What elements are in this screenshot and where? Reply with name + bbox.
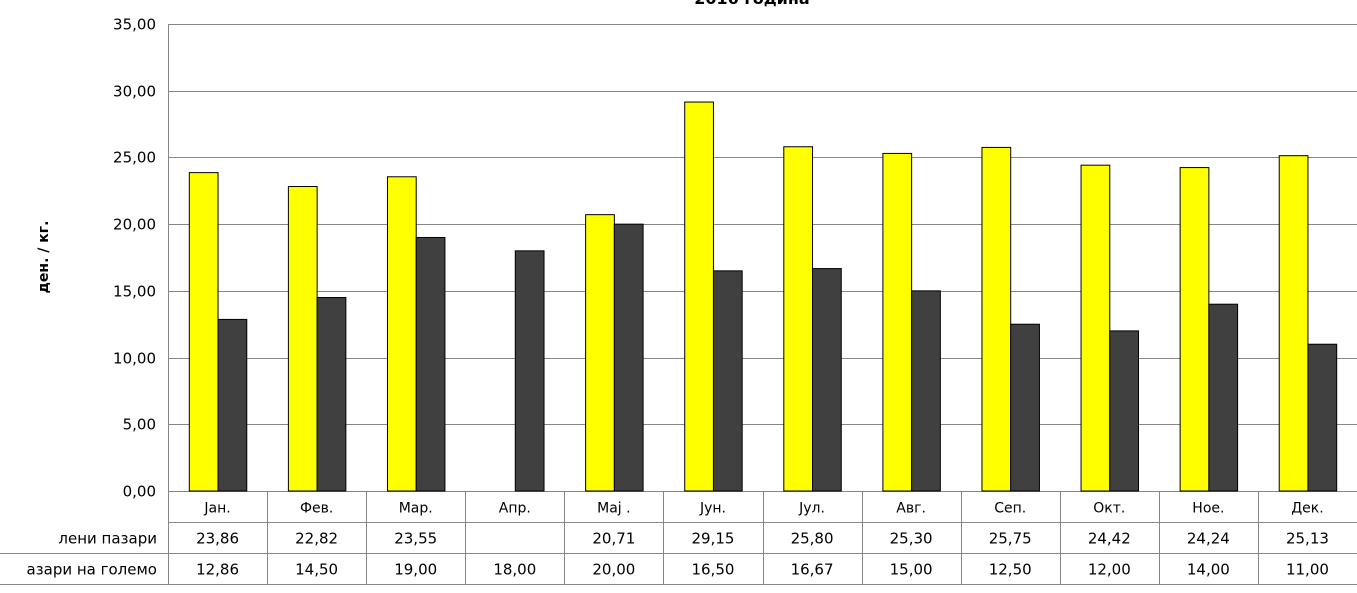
bar: [1010, 323, 1040, 492]
bar: [1208, 303, 1239, 492]
y-axis-label: ден. / кг.: [36, 221, 52, 294]
y-tick-label: 15,00: [113, 283, 156, 301]
x-tick-label: Апр.: [499, 501, 531, 517]
bar: [911, 290, 941, 492]
bars: [188, 101, 1338, 492]
data-table: Јан. Фев. Мар. Апр. Мај . Јун. Јул. Авг. Сеп. Окт…: [0, 491, 1357, 585]
gridlines: [168, 24, 1357, 584]
x-tick-label: Авг.: [896, 501, 926, 517]
bar: [1307, 343, 1338, 492]
x-tick-label: Мар.: [399, 501, 433, 517]
y-tick-label: 35,00: [113, 16, 156, 34]
series-name: азари на големо: [26, 561, 157, 579]
data-label: 11,00: [1286, 561, 1329, 579]
x-tick-label: Окт.: [1093, 501, 1125, 517]
bar: [783, 146, 814, 492]
data-label: 20,00: [592, 561, 635, 579]
y-tick-label: 0,00: [123, 483, 156, 501]
bar: [386, 176, 417, 492]
data-label: 22,82: [295, 530, 338, 548]
bar: [1080, 164, 1111, 492]
data-label: 16,67: [791, 561, 834, 579]
data-label: 19,00: [394, 561, 437, 579]
x-tick-label: Јан.: [203, 501, 230, 517]
series-name: лени пазари: [58, 530, 157, 548]
bar: [812, 268, 842, 492]
data-label: 25,80: [791, 530, 834, 548]
data-label: 14,50: [295, 561, 338, 579]
bar: [1278, 155, 1309, 492]
data-label: 15,00: [890, 561, 933, 579]
y-tick-label: 5,00: [123, 416, 156, 434]
x-tick-label: Јун.: [699, 501, 726, 517]
data-label: 25,13: [1286, 530, 1329, 548]
data-label: 20,71: [592, 530, 635, 548]
bar: [514, 250, 545, 492]
x-tick-label: Ное.: [1192, 501, 1224, 517]
y-tick-labels: 0,00 5,00 10,00 15,00 20,00 25,00 30,00 35,00: [113, 16, 156, 501]
bar: [712, 270, 743, 492]
data-label: 12,50: [989, 561, 1032, 579]
bar: [882, 152, 913, 492]
data-label: 24,42: [1088, 530, 1131, 548]
data-label: 29,15: [691, 530, 734, 548]
data-label: 24,24: [1187, 530, 1230, 548]
y-tick-label: 25,00: [113, 149, 156, 167]
bar: [684, 101, 714, 492]
data-label: 12,00: [1088, 561, 1131, 579]
data-label: 25,75: [989, 530, 1032, 548]
bar: [316, 297, 347, 492]
data-label: 18,00: [493, 561, 536, 579]
data-label: 23,86: [196, 530, 239, 548]
y-tick-label: 30,00: [113, 83, 156, 101]
y-tick-label: 20,00: [113, 216, 156, 234]
bar: [585, 214, 615, 492]
x-tick-label: Јул.: [798, 501, 825, 517]
bar: [1109, 330, 1140, 492]
x-tick-label: Сеп.: [994, 501, 1026, 517]
bar: [415, 236, 446, 492]
x-tick-label: Мај .: [597, 501, 630, 517]
data-label: 25,30: [890, 530, 933, 548]
bar: [287, 186, 318, 492]
data-label: 14,00: [1187, 561, 1230, 579]
bar: [981, 146, 1012, 492]
x-tick-label: Дек.: [1291, 501, 1323, 517]
bar: [613, 223, 644, 492]
bar: [188, 172, 219, 492]
data-label: 16,50: [691, 561, 734, 579]
chart-title: 2016 година: [694, 0, 809, 8]
y-tick-label: 10,00: [113, 350, 156, 368]
data-label: 23,55: [394, 530, 437, 548]
x-tick-label: Фев.: [300, 501, 333, 517]
bar: [1179, 167, 1210, 492]
data-label: 12,86: [196, 561, 239, 579]
bar: [217, 318, 248, 492]
